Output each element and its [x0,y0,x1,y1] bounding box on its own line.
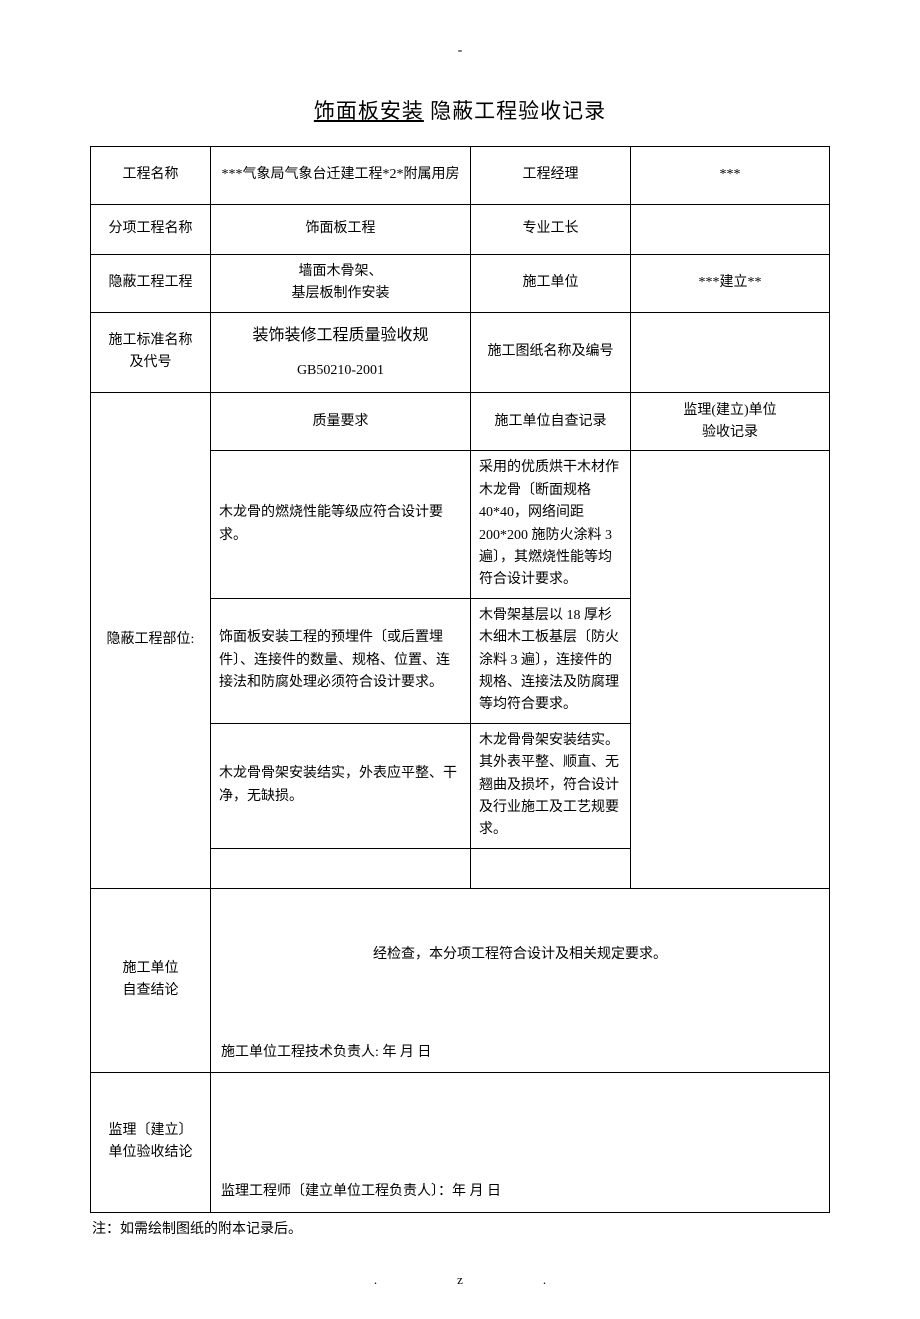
val-manager: *** [631,146,830,204]
footer-marks: .z. [90,1270,830,1290]
quality-rec-1: 木骨架基层以 18 厚杉木细木工板基层〔防火涂料 3 遍〕，连接件的规格、连接法… [471,598,631,723]
quality-req-0: 木龙骨的燃烧性能等级应符合设计要求。 [211,451,471,598]
quality-req-1: 饰面板安装工程的预埋件〔或后置埋件〕、连接件的数量、规格、位置、连接法和防腐处理… [211,598,471,723]
top-dash: - [90,40,830,61]
quality-rec-2: 木龙骨骨架安装结实。其外表平整、顺直、无翘曲及损坏，符合设计及行业施工及工艺规要… [471,723,631,848]
label-standard: 施工标准名称 及代号 [91,312,211,393]
header-supervise: 监理(建立)单位 验收记录 [631,393,830,451]
val-subproject: 饰面板工程 [211,204,471,254]
label-supervise-conclusion: 监理〔建立〕 单位验收结论 [91,1073,211,1212]
label-hidden-location: 隐蔽工程部位: [91,393,211,888]
val-standard-title: 装饰装修工程质量验收规 [211,312,471,354]
val-hidden-project: 墙面木骨架、 基层板制作安装 [211,254,471,312]
label-subproject: 分项工程名称 [91,204,211,254]
title-underline: 饰面板安装 [314,99,424,123]
record-table: 工程名称 ***气象局气象台迁建工程*2*附属用房 工程经理 *** 分项工程名… [90,146,830,1213]
label-project-name: 工程名称 [91,146,211,204]
self-conclusion-cell: 经检查，本分项工程符合设计及相关规定要求。 施工单位工程技术负责人: 年 月 日 [211,888,830,1072]
supervise-conclusion-blank [211,1073,829,1173]
label-hidden-project: 隐蔽工程工程 [91,254,211,312]
title-rest: 隐蔽工程验收记录 [424,99,606,123]
quality-rec-0: 采用的优质烘干木材作木龙骨〔断面规格 40*40，网络间距 200*200 施防… [471,451,631,598]
header-quality: 质量要求 [211,393,471,451]
header-selfcheck: 施工单位自查记录 [471,393,631,451]
supervise-conclusion-cell: 监理工程师〔建立单位工程负责人〕：年 月 日 [211,1073,830,1212]
label-construction-unit: 施工单位 [471,254,631,312]
quality-req-2: 木龙骨骨架安装结实，外表应平整、干净，无缺损。 [211,723,471,848]
label-manager: 工程经理 [471,146,631,204]
val-foreman [631,204,830,254]
val-project-name: ***气象局气象台迁建工程*2*附属用房 [211,146,471,204]
val-construction-unit: ***建立** [631,254,830,312]
label-foreman: 专业工长 [471,204,631,254]
val-standard-code: GB50210-2001 [211,354,471,393]
self-conclusion-sign: 施工单位工程技术负责人: 年 月 日 [211,1034,829,1072]
val-drawing [631,312,830,393]
page-title: 饰面板安装 隐蔽工程验收记录 [90,96,830,128]
footnote: 注：如需绘制图纸的附本记录后。 [90,1219,830,1240]
quality-rec-empty [471,848,631,888]
label-drawing: 施工图纸名称及编号 [471,312,631,393]
label-self-conclusion: 施工单位 自查结论 [91,888,211,1072]
quality-req-empty [211,848,471,888]
supervise-conclusion-sign: 监理工程师〔建立单位工程负责人〕：年 月 日 [211,1173,829,1211]
supervise-record-cell [631,451,830,888]
self-conclusion-text: 经检查，本分项工程符合设计及相关规定要求。 [211,889,829,1034]
